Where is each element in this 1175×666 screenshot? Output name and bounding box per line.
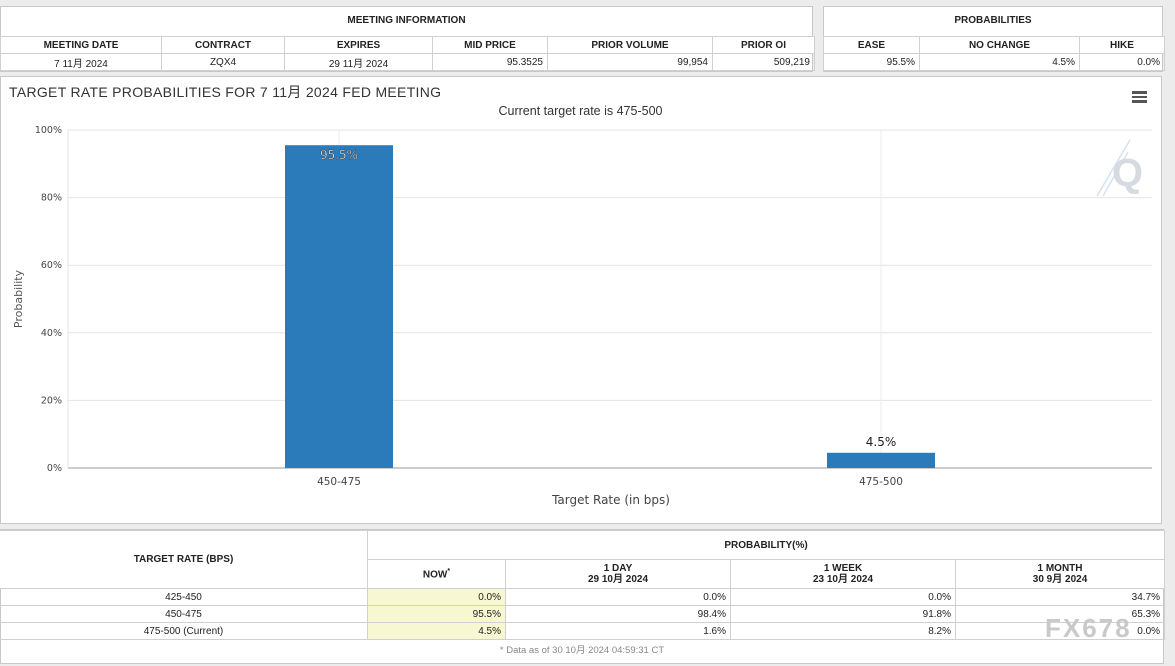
svg-text:Q: Q: [1112, 151, 1143, 195]
probabilities-title: PROBABILITIES: [954, 15, 1032, 26]
one-day-cell: 0.0%: [505, 588, 731, 606]
expires-header: EXPIRES: [284, 36, 433, 54]
one-month-label: 1 MONTH: [1037, 563, 1083, 574]
one-week-date: 23 10月 2024: [812, 574, 874, 585]
meeting-info-title: MEETING INFORMATION: [347, 15, 466, 26]
prior-volume-value: 99,954: [547, 53, 713, 71]
chart-panel: [0, 76, 1162, 524]
rate-cell: 425-450: [0, 588, 368, 606]
y-axis-label: Probability: [12, 269, 25, 328]
now-cell: 95.5%: [367, 605, 506, 623]
probability-header: PROBABILITY(%): [366, 530, 1166, 560]
meeting-date-header: MEETING DATE: [0, 36, 162, 54]
prior-oi-value: 509,219: [712, 53, 815, 71]
contract-header: CONTRACT: [161, 36, 285, 54]
contract-value: ZQX4: [161, 53, 285, 71]
chart-subtitle: Current target rate is 475-500: [498, 104, 663, 118]
y-tick-label: 100%: [35, 125, 62, 136]
x-axis-label: Target Rate (in bps): [551, 493, 670, 507]
one-day-column-header: 1 DAY 29 10月 2024: [505, 559, 731, 589]
x-tick-label: 475-500: [859, 476, 903, 488]
one-month-column-header: 1 MONTH 30 9月 2024: [954, 559, 1166, 589]
one-week-cell: 91.8%: [730, 605, 956, 623]
watermark: FX678: [1045, 613, 1132, 643]
y-tick-label: 40%: [41, 328, 62, 339]
now-cell: 4.5%: [367, 622, 506, 640]
rate-cell: 450-475: [0, 605, 368, 623]
one-day-label: 1 DAY: [603, 563, 633, 574]
one-week-column-header: 1 WEEK 23 10月 2024: [730, 559, 956, 589]
quikstrike-logo-icon: Q: [1096, 139, 1143, 197]
chart-svg: Q 0% 20% 40% 60% 80% 100% 95.5% 450-475 4.5% 475…: [12, 125, 1152, 507]
one-day-cell: 98.4%: [505, 605, 731, 623]
rate-cell: 475-500 (Current): [0, 622, 368, 640]
one-month-cell: 0.0%: [954, 622, 1166, 640]
one-day-date: 29 10月 2024: [587, 574, 649, 585]
data-label: 95.5%: [320, 148, 358, 162]
bar-450-475[interactable]: [285, 145, 393, 468]
x-tick-label: 450-475: [317, 476, 361, 488]
one-month-cell: 34.7%: [954, 588, 1166, 606]
one-month-date: 30 9月 2024: [1032, 574, 1088, 585]
mid-price-value: 95.3525: [432, 53, 548, 71]
hike-header: HIKE: [1079, 36, 1165, 54]
chart-title: TARGET RATE PROBABILITIES FOR 7 11月 2024…: [9, 84, 442, 100]
prior-volume-header: PRIOR VOLUME: [547, 36, 713, 54]
table-row: 425-450 0.0% 0.0% 0.0% 34.7%: [0, 588, 1166, 606]
probability-history-table: TARGET RATE (BPS) PROBABILITY(%) NOW* 1 …: [0, 530, 1166, 657]
data-label: 4.5%: [866, 435, 897, 449]
now-marker: *: [447, 567, 451, 575]
one-day-cell: 1.6%: [505, 622, 731, 640]
data-timestamp-footnote: * Data as of 30 10月 2024 04:59:31 CT: [499, 644, 665, 656]
y-tick-label: 60%: [41, 260, 62, 271]
probabilities-panel: PROBABILITIES EASE NO CHANGE HIKE 95.5% …: [823, 6, 1165, 72]
one-week-cell: 8.2%: [730, 622, 956, 640]
probabilities-table: EASE NO CHANGE HIKE 95.5% 4.5% 0.0%: [823, 36, 1165, 71]
bar-475-500[interactable]: [827, 452, 935, 468]
now-column-header: NOW*: [367, 559, 506, 589]
no-change-header: NO CHANGE: [919, 36, 1080, 54]
y-tick-label: 20%: [41, 395, 62, 406]
hamburger-menu-icon[interactable]: [1132, 91, 1147, 103]
one-week-cell: 0.0%: [730, 588, 956, 606]
meeting-info-panel: MEETING INFORMATION MEETING DATE CONTRAC…: [0, 6, 815, 72]
now-label: NOW: [422, 569, 448, 581]
hike-value: 0.0%: [1079, 53, 1165, 71]
table-row: 475-500 (Current) 4.5% 1.6% 8.2% 0.0%: [0, 622, 1166, 640]
table-row: 450-475 95.5% 98.4% 91.8% 65.3%: [0, 605, 1166, 623]
meeting-date-value: 7 11月 2024: [0, 53, 162, 71]
meeting-info-table: MEETING DATE CONTRACT EXPIRES MID PRICE …: [0, 36, 815, 71]
y-tick-label: 0%: [47, 463, 62, 474]
y-tick-label: 80%: [41, 193, 62, 204]
now-cell: 0.0%: [367, 588, 506, 606]
target-rate-header: TARGET RATE (BPS): [0, 530, 368, 589]
ease-header: EASE: [823, 36, 920, 54]
prior-oi-header: PRIOR OI: [712, 36, 815, 54]
mid-price-header: MID PRICE: [432, 36, 548, 54]
one-week-label: 1 WEEK: [823, 563, 863, 574]
